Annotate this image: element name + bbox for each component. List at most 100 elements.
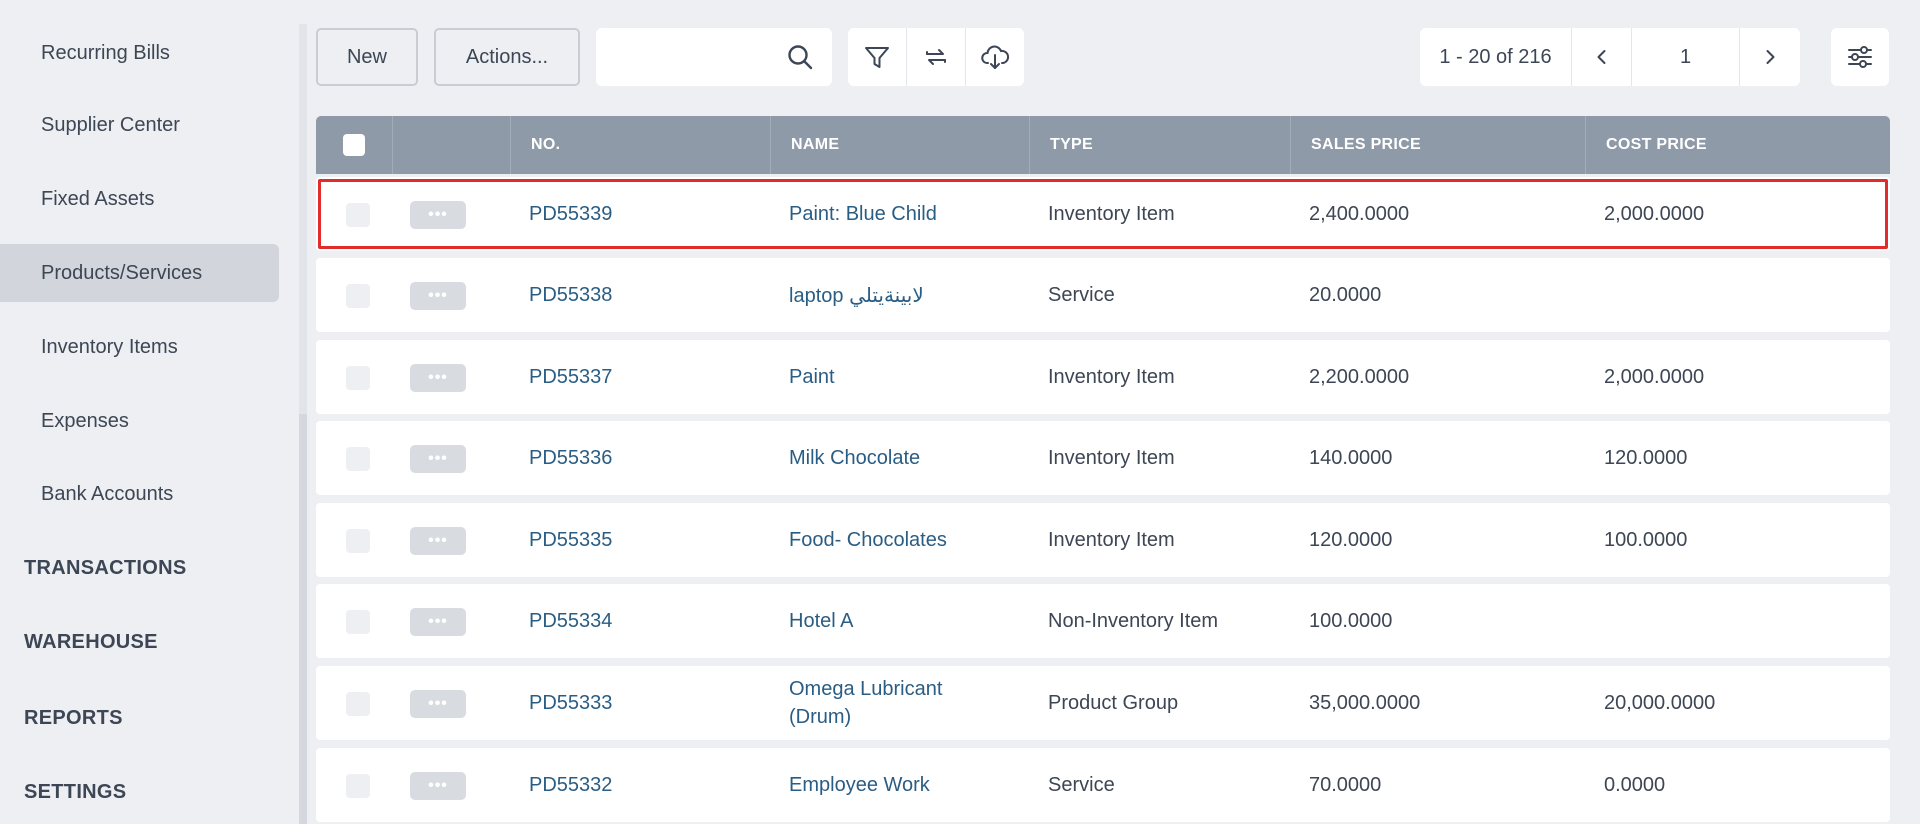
row-checkbox[interactable] [346,284,370,308]
filter-button[interactable] [848,28,907,86]
product-name-link[interactable]: Paint: Blue Child [789,202,937,225]
row-menu-button[interactable]: ••• [410,201,466,229]
sidebar-section-transactions[interactable]: TRANSACTIONS [24,557,187,579]
sidebar-scrollbar[interactable] [299,24,307,824]
refresh-button[interactable] [907,28,966,86]
sales-price: 2,200.0000 [1309,365,1410,388]
sidebar-item-label: Recurring Bills [41,41,170,64]
row-checkbox[interactable] [346,447,370,471]
row-menu-button[interactable]: ••• [410,608,466,636]
column-header-cost-price[interactable]: COST PRICE [1585,116,1890,174]
table-header: NO. NAME TYPE SALES PRICE COST PRICE [316,116,1890,174]
row-checkbox[interactable] [346,774,370,798]
product-number-link[interactable]: PD55332 [529,773,613,796]
search-icon[interactable] [786,43,814,71]
product-name-link[interactable]: laptop لابينةيتلي [789,284,924,307]
product-name-link[interactable]: Hotel A [789,609,854,632]
product-name-link[interactable]: Employee Work [789,773,930,796]
sidebar-section-reports[interactable]: REPORTS [24,707,123,729]
new-button[interactable]: New [316,28,418,86]
chevron-left-icon [1593,48,1611,66]
product-number-link[interactable]: PD55333 [529,691,613,714]
row-checkbox[interactable] [346,610,370,634]
page-number-input[interactable]: 1 [1632,28,1740,86]
prev-page-button[interactable] [1572,28,1632,86]
cost-price: 0.0000 [1604,773,1666,796]
sidebar-item-label: Supplier Center [41,113,180,136]
sales-price: 20.0000 [1309,283,1382,306]
product-type: Non-Inventory Item [1048,609,1219,632]
column-header-no[interactable]: NO. [510,116,770,174]
cost-price: 120.0000 [1604,446,1688,469]
sidebar-item-fixed-assets[interactable]: Fixed Assets [0,170,279,228]
sidebar-item-expenses[interactable]: Expenses [0,392,279,450]
row-menu-button[interactable]: ••• [410,445,466,473]
product-name-link[interactable]: Omega Lubricant (Drum) [789,678,943,728]
row-menu-button[interactable]: ••• [410,282,466,310]
product-number-link[interactable]: PD55338 [529,283,613,306]
cost-price: 2,000.0000 [1604,365,1705,388]
row-checkbox[interactable] [346,529,370,553]
row-checkbox[interactable] [346,692,370,716]
select-all-cell [316,116,392,174]
sales-price: 2,400.0000 [1309,202,1410,225]
product-number-link[interactable]: PD55335 [529,528,613,551]
row-menu-button[interactable]: ••• [410,690,466,718]
cost-price: 100.0000 [1604,528,1688,551]
sidebar-item-inventory-items[interactable]: Inventory Items [0,318,279,376]
column-header-type[interactable]: TYPE [1029,116,1290,174]
table-row[interactable]: ••• PD55338 laptop لابينةيتلي Service 20… [316,258,1890,332]
chevron-right-icon [1761,48,1779,66]
column-header-sales-price[interactable]: SALES PRICE [1290,116,1585,174]
sidebar-item-label: Bank Accounts [41,482,174,505]
cost-price: 20,000.0000 [1604,691,1716,714]
sidebar-item-supplier-center[interactable]: Supplier Center [0,96,279,154]
table-row[interactable]: ••• PD55335 Food- Chocolates Inventory I… [316,503,1890,577]
table-row[interactable]: ••• PD55336 Milk Chocolate Inventory Ite… [316,421,1890,495]
sidebar-item-bank-accounts[interactable]: Bank Accounts [0,465,279,523]
product-name-link[interactable]: Food- Chocolates [789,528,947,551]
sidebar-item-label: Expenses [41,409,129,432]
product-number-link[interactable]: PD55339 [529,202,613,225]
product-type: Inventory Item [1048,202,1175,225]
cost-price: 2,000.0000 [1604,202,1705,225]
product-number-link[interactable]: PD55337 [529,365,613,388]
row-menu-button[interactable]: ••• [410,772,466,800]
row-menu-button[interactable]: ••• [410,364,466,392]
row-checkbox[interactable] [346,203,370,227]
row-checkbox[interactable] [346,366,370,390]
sidebar-item-label: Inventory Items [41,335,178,358]
sidebar-item-products-services[interactable]: Products/Services [0,244,279,302]
product-type: Service [1048,283,1115,306]
sidebar-scrollbar-thumb[interactable] [299,414,307,824]
sidebar-item-label: Fixed Assets [41,187,155,210]
filter-icon [863,43,891,71]
settings-sliders-icon [1846,43,1874,71]
sidebar-section-settings[interactable]: SETTINGS [24,781,127,803]
refresh-icon [922,43,950,71]
table-row[interactable]: ••• PD55333 Omega Lubricant (Drum) Produ… [316,666,1890,740]
column-settings-button[interactable] [1831,28,1889,86]
sidebar-item-recurring-bills[interactable]: Recurring Bills [0,24,279,82]
list-tools [848,28,1024,86]
next-page-button[interactable] [1740,28,1800,86]
table-row[interactable]: ••• PD55334 Hotel A Non-Inventory Item 1… [316,584,1890,658]
sidebar-section-warehouse[interactable]: WAREHOUSE [24,631,158,653]
row-menu-button[interactable]: ••• [410,527,466,555]
product-name-link[interactable]: Paint [789,365,835,388]
product-name-link[interactable]: Milk Chocolate [789,446,921,469]
search-input[interactable] [596,28,786,86]
download-button[interactable] [966,28,1024,86]
product-type: Inventory Item [1048,446,1175,469]
product-type: Inventory Item [1048,528,1175,551]
sales-price: 120.0000 [1309,528,1393,551]
table-row[interactable]: ••• PD55337 Paint Inventory Item 2,200.0… [316,340,1890,414]
product-number-link[interactable]: PD55336 [529,446,613,469]
select-all-checkbox[interactable] [343,134,365,156]
column-header-name[interactable]: NAME [770,116,1030,174]
search-box [596,28,832,86]
table-row[interactable]: ••• PD55332 Employee Work Service 70.000… [316,748,1890,822]
product-number-link[interactable]: PD55334 [529,609,613,632]
actions-button[interactable]: Actions... [434,28,580,86]
table-row[interactable]: ••• PD55339 Paint: Blue Child Inventory … [316,177,1890,251]
